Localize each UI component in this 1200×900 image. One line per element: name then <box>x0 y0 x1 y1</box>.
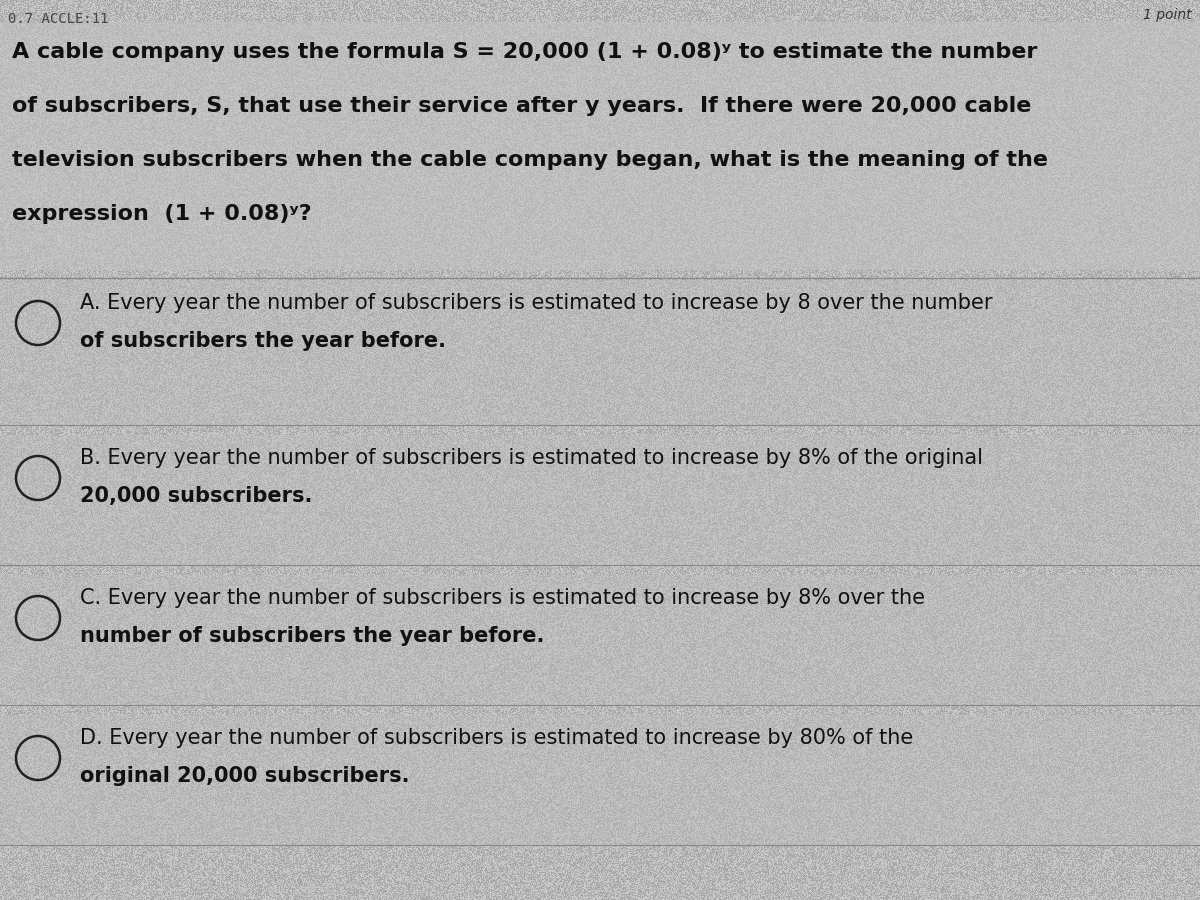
Bar <box>0 435 1200 565</box>
Text: original 20,000 subscribers.: original 20,000 subscribers. <box>80 766 409 786</box>
Text: of subscribers, S, that use their service after y years.  If there were 20,000 c: of subscribers, S, that use their servic… <box>12 96 1031 116</box>
Bar <box>0 715 1200 845</box>
Text: D. Every year the number of subscribers is estimated to increase by 80% of the: D. Every year the number of subscribers … <box>80 728 913 748</box>
Text: 1 point: 1 point <box>1144 8 1192 22</box>
Text: A cable company uses the formula S = 20,000 (1 + 0.08)ʸ to estimate the number: A cable company uses the formula S = 20,… <box>12 42 1037 62</box>
Text: C. Every year the number of subscribers is estimated to increase by 8% over the: C. Every year the number of subscribers … <box>80 588 925 608</box>
Text: B. Every year the number of subscribers is estimated to increase by 8% of the or: B. Every year the number of subscribers … <box>80 448 983 468</box>
Text: 20,000 subscribers.: 20,000 subscribers. <box>80 486 312 506</box>
Text: 0.7 ACCLE:11: 0.7 ACCLE:11 <box>8 12 108 26</box>
Bar <box>0 22 1200 270</box>
Text: A. Every year the number of subscribers is estimated to increase by 8 over the n: A. Every year the number of subscribers … <box>80 293 992 313</box>
Text: of subscribers the year before.: of subscribers the year before. <box>80 331 446 351</box>
Bar <box>0 575 1200 705</box>
Bar <box>0 280 1200 425</box>
Text: television subscribers when the cable company began, what is the meaning of the: television subscribers when the cable co… <box>12 150 1048 170</box>
Text: expression  (1 + 0.08)ʸ?: expression (1 + 0.08)ʸ? <box>12 204 312 224</box>
Text: number of subscribers the year before.: number of subscribers the year before. <box>80 626 545 646</box>
